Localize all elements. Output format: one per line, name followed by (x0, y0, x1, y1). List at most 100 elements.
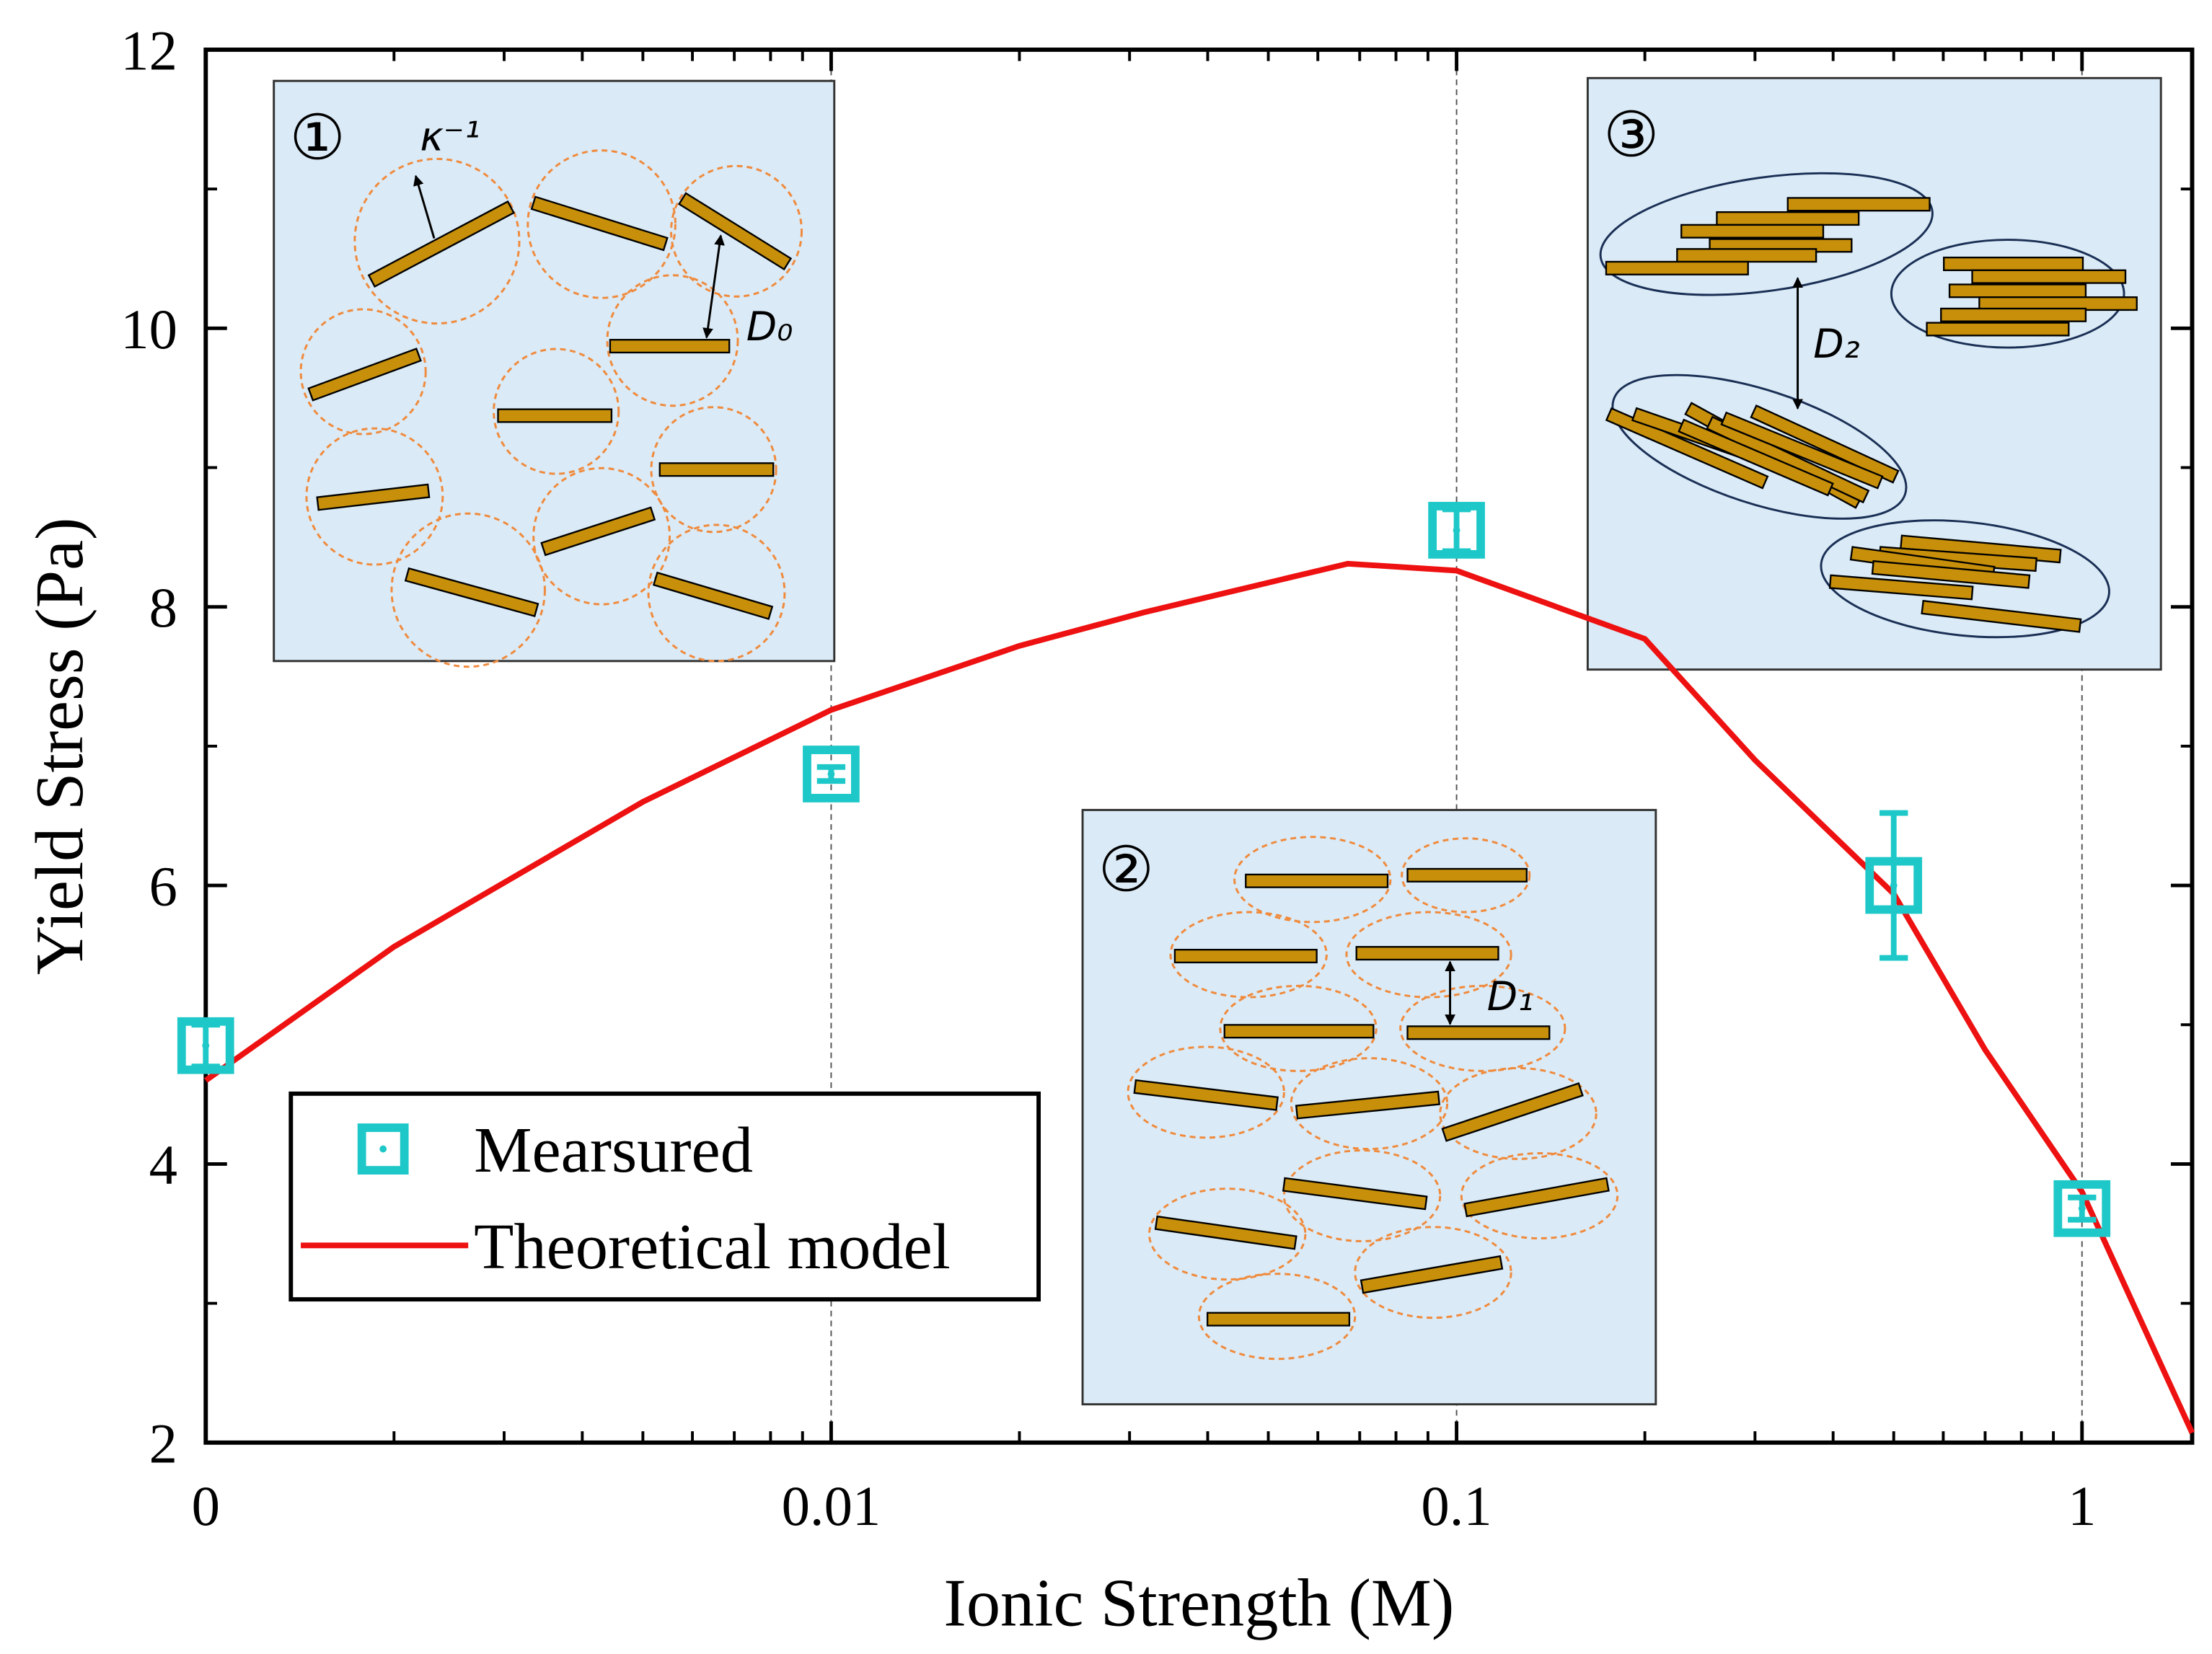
double-layer (390, 512, 546, 668)
particle (1750, 404, 1900, 484)
marker-dot (2078, 1205, 2086, 1213)
double-layer (1127, 1045, 1285, 1139)
arrow (413, 174, 436, 239)
particle (1223, 1024, 1375, 1039)
particle (1940, 307, 2087, 322)
particle (1716, 211, 1860, 226)
particle (1133, 1079, 1279, 1111)
particle (1943, 256, 2084, 272)
particle (307, 348, 422, 402)
y-tick-label: 12 (120, 19, 177, 82)
marker (357, 1123, 409, 1175)
double-layer (526, 149, 677, 299)
particle (1463, 1177, 1610, 1218)
y-axis-title: Yield Stress (Pa) (22, 518, 97, 976)
inset-annotation: κ⁻¹ (420, 114, 480, 160)
x-tick-label: 0.1 (1421, 1475, 1491, 1538)
particle (1921, 599, 2082, 633)
y-tick-label: 10 (120, 298, 177, 361)
aggregate (1599, 172, 1934, 296)
double-layer (1290, 1057, 1449, 1151)
particle (652, 571, 774, 620)
particle (404, 567, 539, 617)
insets: ① κ⁻¹ D₀ ② D₁ ③ D₂ (205, 49, 2162, 1443)
double-layer (650, 406, 777, 534)
particle (1295, 1090, 1441, 1120)
double-layer (1399, 984, 1567, 1072)
x-tick-label: 1 (2068, 1475, 2096, 1538)
marker (1865, 857, 1923, 914)
particle (1871, 560, 2031, 589)
inset-label: ① (289, 102, 345, 174)
double-layer (606, 274, 739, 407)
particle (1948, 283, 2087, 298)
double-layer (305, 427, 444, 566)
double-layer (1354, 1226, 1512, 1319)
double-layer (353, 157, 521, 325)
particle (1680, 224, 1825, 239)
y-tick-label: 6 (149, 856, 177, 919)
double-layer (1219, 984, 1378, 1072)
particle (316, 483, 431, 511)
double-layer (1345, 911, 1512, 999)
inset-annotation: D₀ (746, 304, 793, 350)
marker-dot (827, 770, 835, 778)
double-layer (1169, 911, 1328, 999)
particle (1355, 946, 1499, 961)
y-tick-label: 2 (149, 1412, 177, 1475)
particle (1605, 407, 1769, 490)
double-layer (1148, 1188, 1307, 1281)
x-axis-title: Ionic Strength (M) (943, 1566, 1454, 1641)
double-layer (1460, 1152, 1619, 1239)
inset-label: ③ (1603, 99, 1660, 171)
arrow (702, 234, 725, 339)
double-layer (647, 523, 786, 663)
aggregate (1890, 239, 2125, 349)
double-layer (532, 466, 671, 606)
particle (1154, 1215, 1297, 1250)
particle (658, 462, 775, 477)
marker-dot (202, 1042, 210, 1050)
particle (497, 408, 613, 423)
legend-box (288, 1091, 1041, 1302)
particle (540, 506, 656, 557)
particle (367, 200, 515, 288)
double-layer (670, 164, 803, 298)
particle (1406, 867, 1528, 883)
particle (1720, 411, 1884, 490)
particle (1360, 1255, 1504, 1294)
particle (1605, 260, 1749, 275)
marker-dot (379, 1145, 387, 1153)
double-layer (1197, 1273, 1357, 1361)
particle (1971, 269, 2127, 284)
double-layer (299, 308, 427, 435)
particle (530, 195, 669, 252)
legend-label: Mearsured (474, 1113, 753, 1186)
particle (1786, 197, 1931, 212)
particle (1676, 248, 1817, 263)
inset-label: ② (1098, 834, 1155, 906)
particle (1441, 1082, 1584, 1142)
marker (1428, 502, 1485, 559)
marker (803, 746, 860, 802)
particle (1406, 1025, 1551, 1040)
particle (1282, 1177, 1428, 1211)
x-tick-label: 0.01 (782, 1475, 881, 1538)
aggregate (1820, 519, 2110, 639)
inset-annotation: D₁ (1487, 973, 1534, 1020)
marker-dot (1453, 526, 1460, 534)
double-layer (493, 348, 620, 475)
particle (1828, 574, 1974, 601)
double-layer (1282, 1149, 1442, 1242)
aggregate (1611, 373, 1908, 520)
double-layer (1439, 1066, 1598, 1160)
marker-dot (1890, 882, 1898, 889)
legend: Mearsured Theoretical model (288, 1091, 1041, 1302)
particle (677, 192, 793, 271)
legend-label: Theoretical model (474, 1210, 951, 1283)
particle (1173, 948, 1318, 964)
x-tick-label: 0 (192, 1475, 220, 1538)
y-tick-label: 4 (149, 1134, 177, 1197)
